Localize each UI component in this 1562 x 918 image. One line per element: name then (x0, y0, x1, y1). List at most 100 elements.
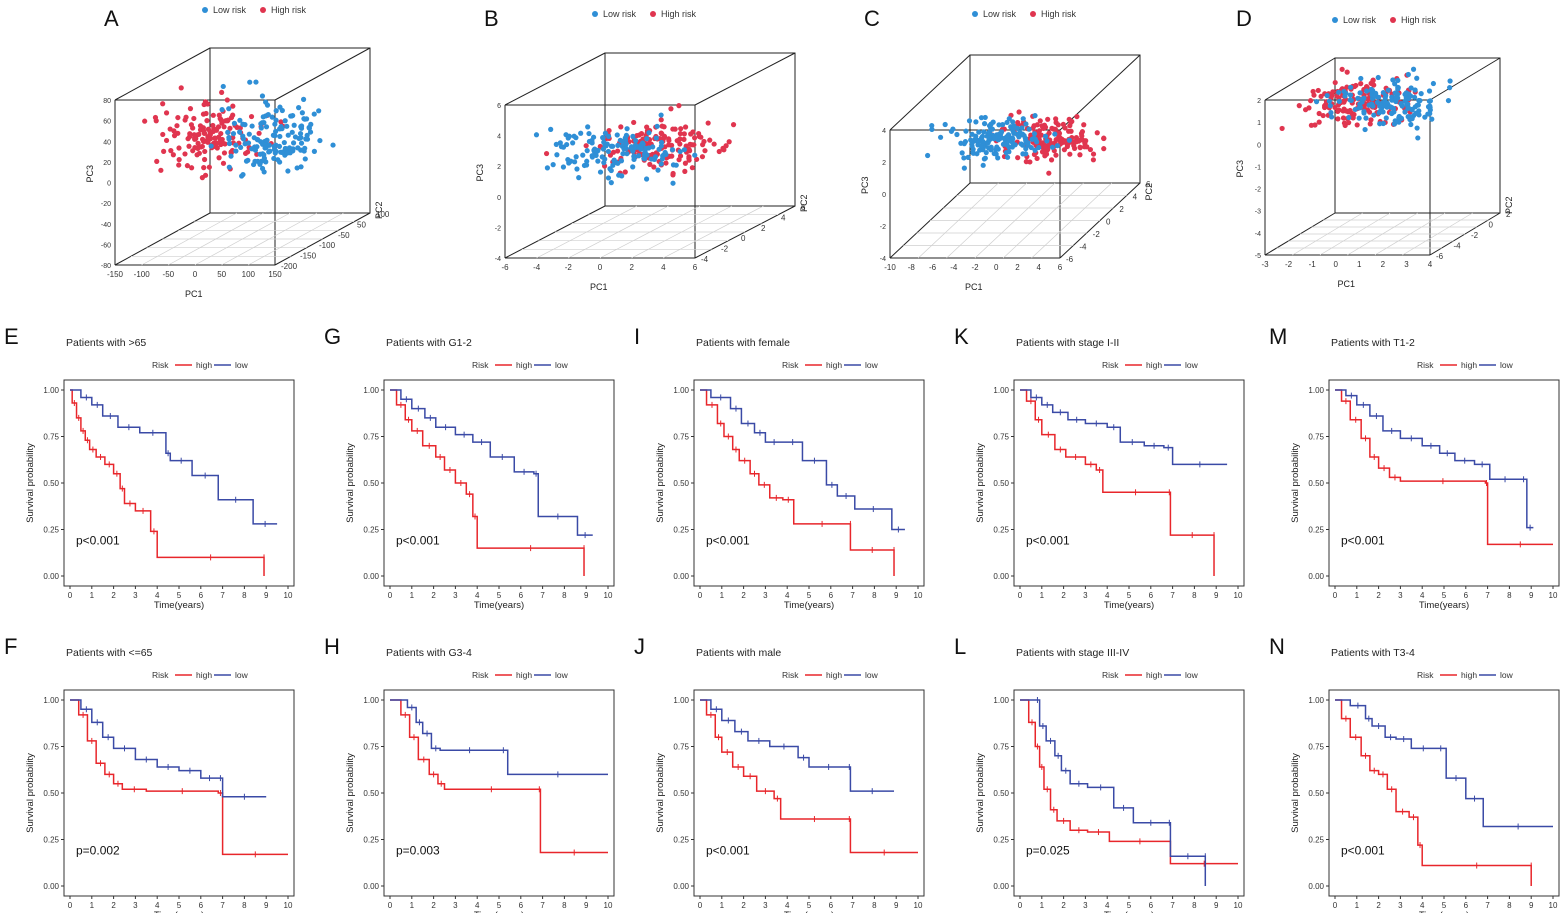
point-high (206, 164, 212, 170)
y-axis-label: PC2 (1504, 196, 1514, 214)
point-high (636, 132, 642, 138)
point-low (245, 157, 251, 163)
point-low (1049, 144, 1056, 150)
point-low (558, 144, 565, 150)
point-low (226, 134, 232, 141)
pca-panel-b: B Low risk High risk-6 -4 -2 0 2 4 6-4-202466420… (475, 6, 809, 292)
point-high (194, 152, 200, 158)
point-high (1322, 102, 1329, 108)
curve-high (700, 699, 918, 854)
point-low (271, 155, 277, 162)
point-low (1023, 146, 1029, 152)
point-low (653, 135, 659, 141)
legend-label-low: low (1185, 360, 1199, 370)
y-tick-label: 6 (1146, 180, 1151, 189)
point-low (306, 124, 312, 131)
point-high (174, 123, 180, 129)
point-high (158, 167, 164, 173)
x-tick-label: 4 (661, 263, 666, 272)
y-tick-label: 2 (1506, 210, 1511, 219)
point-low (262, 145, 268, 151)
y-tick-label: 0.25 (993, 526, 1009, 535)
point-low (982, 114, 988, 121)
point-low (979, 133, 986, 140)
point-high (1308, 98, 1314, 104)
point-low (264, 102, 271, 108)
point-high (1315, 87, 1321, 94)
y-axis-label: Survival probability (655, 753, 666, 833)
point-high (197, 123, 204, 129)
point-low (585, 124, 591, 130)
legend-label-low: Low risk (213, 5, 247, 15)
x-tick-label: 9 (264, 901, 269, 910)
point-low (1036, 144, 1042, 151)
km-panel-m: M Patients with T1-2 Risk high low 0 1 2 3 4 5 6 7 8 9… (1269, 324, 1560, 611)
point-low (303, 116, 310, 122)
y-tick-label: 0.75 (363, 433, 379, 442)
y-tick-label: 6 (801, 203, 806, 212)
point-low (638, 146, 644, 152)
y-axis-label: Survival probability (345, 753, 356, 833)
y-tick-label: 0.50 (673, 479, 689, 488)
point-high (699, 154, 706, 160)
x-tick-label: 10 (914, 591, 923, 600)
y-tick-label: 0.25 (363, 836, 379, 845)
point-low (302, 156, 308, 162)
pca-panel-d: D Low risk High risk -3 -2 -1 0 1 2 3 4-6 -4 -2 0 2 2 1 0… (1235, 6, 1514, 289)
point-low (548, 126, 554, 132)
point-low (942, 121, 948, 128)
point-low (263, 159, 269, 165)
x-tick-label: 8 (562, 901, 567, 910)
point-low (610, 162, 616, 168)
curve-high (1020, 699, 1238, 865)
point-low (681, 147, 688, 153)
y-tick-label: 0.50 (43, 789, 59, 798)
y-axis-label: Survival probability (25, 753, 36, 833)
legend-label-high: high (516, 360, 532, 370)
km-panel-j: J Patients with male Risk high low 0 1 2 3 4 5 6 7 8 9… (634, 634, 925, 918)
point-low (1361, 110, 1367, 116)
point-low (614, 132, 620, 138)
y-tick-label: 0.25 (1308, 526, 1324, 535)
panel-label: A (104, 6, 119, 31)
x-tick-label: 6 (1058, 263, 1063, 272)
x-tick-label: 150 (268, 270, 282, 279)
point-low (1406, 95, 1412, 102)
curve-low (700, 389, 905, 531)
point-low (1382, 95, 1388, 101)
point-high (199, 175, 205, 181)
point-high (676, 103, 682, 109)
x-tick-label: -3 (1261, 260, 1269, 269)
z-tick-label: -60 (101, 242, 111, 249)
point-high (1353, 82, 1359, 89)
y-tick-label: -4 (1454, 242, 1462, 251)
y-tick-label: 0.50 (1308, 479, 1324, 488)
point-low (644, 136, 650, 142)
box-back-face (604, 52, 796, 207)
point-low (289, 113, 295, 119)
z-tick-label: 4 (497, 134, 501, 141)
point-high (676, 157, 682, 163)
point-high (160, 101, 166, 107)
point-low (1346, 114, 1352, 121)
x-tick-label: 6 (693, 263, 698, 272)
p-value: p<0.001 (1341, 843, 1385, 857)
point-high (214, 145, 220, 151)
point-high (220, 160, 227, 166)
point-low (302, 145, 308, 151)
point-low (1357, 90, 1363, 96)
z-tick-label: 0 (497, 195, 501, 202)
x-tick-label: 3 (763, 591, 768, 600)
legend-label-high: High risk (1401, 15, 1437, 25)
point-low (929, 126, 935, 132)
point-high (678, 126, 684, 132)
x-tick-label: -2 (565, 263, 573, 272)
x-tick-label: 1 (720, 591, 725, 600)
panel-label: H (324, 634, 340, 659)
point-high (606, 127, 612, 134)
point-low (988, 121, 994, 127)
x-tick-label: -2 (1285, 260, 1293, 269)
point-high (1036, 128, 1043, 134)
legend-label-low: Low risk (1343, 15, 1377, 25)
point-low (230, 131, 237, 137)
